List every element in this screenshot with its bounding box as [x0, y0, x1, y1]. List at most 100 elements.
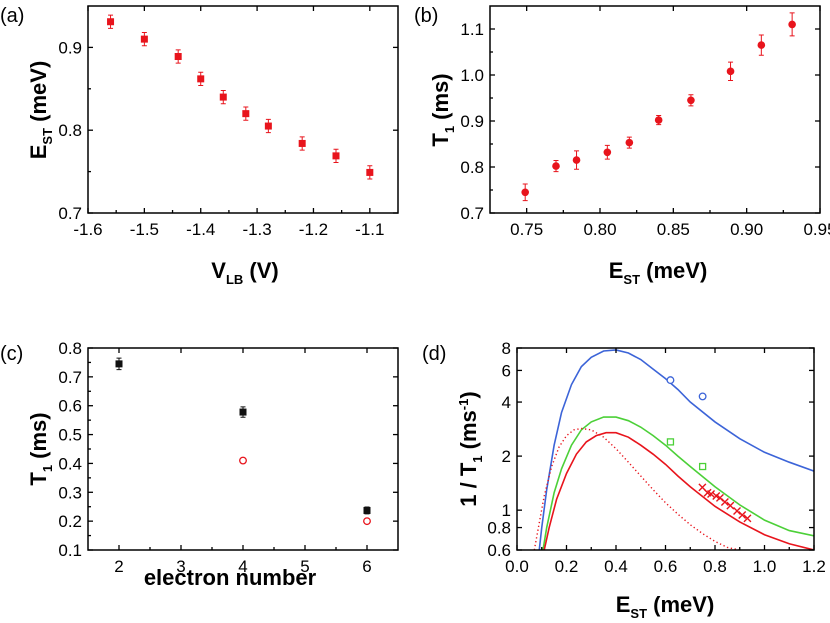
panel-b-ytick-label: 0.8	[460, 158, 484, 177]
panel-b-xlabel-main: E	[609, 258, 624, 283]
panel-d-xlabel-subscript: ST	[630, 606, 647, 621]
panel-a-point	[242, 110, 250, 118]
panel-c-xtick-label: 4	[238, 557, 247, 576]
panel-d-point	[733, 506, 742, 515]
panel-c-xtick-label: 6	[362, 557, 371, 576]
panel-c-ytick-label: 0.3	[58, 483, 82, 502]
panel-a-xlabel-main: V	[211, 258, 226, 283]
panel-a: (a) -1.6 -1.5 -1.4 -1.3 -1.2 -1.1 0.7 0.8 0.9	[0, 5, 399, 239]
panel-b-point	[521, 188, 529, 197]
panel-d-point	[666, 376, 675, 385]
panel-c-ylabel-unit: (ms)	[26, 412, 51, 465]
panel-b-ylabel-subscript: 1	[442, 126, 457, 133]
panel-c-ytick-label: 0.1	[58, 541, 82, 560]
panel-b-ylabel-text: T1 (ms)	[428, 73, 457, 146]
panel-b-xtick-label: 0.85	[657, 220, 690, 239]
panel-c-point	[363, 517, 371, 526]
panel-d-ylabel-main: 1 / T	[456, 462, 481, 507]
panel-a-xlabel-unit: (V)	[243, 258, 278, 283]
panel-c-ylabel-main: T	[26, 472, 51, 486]
panel-d-label: (d)	[422, 343, 446, 365]
panel-d-curve-4	[533, 427, 740, 550]
panel-d-ytick-label: 6	[502, 361, 511, 380]
panel-d-point	[720, 498, 729, 507]
panel-c-ylabel: T1 (ms)	[26, 412, 55, 485]
panel-b-point	[552, 162, 560, 170]
panel-a-xtick-label: -1.4	[186, 220, 215, 239]
panel-b-series-1	[521, 12, 796, 202]
panel-b-xtick-label: 0.90	[730, 220, 763, 239]
panel-c-point	[115, 360, 123, 368]
panel-d-xtick-label: 0.0	[505, 557, 529, 576]
panel-b-xtick-label: 0.80	[583, 220, 616, 239]
panel-d-ylabel-superscript: -1	[456, 399, 471, 411]
panel-c-point	[239, 408, 247, 416]
panel-b-point	[572, 156, 581, 164]
panel-d-ytick-label: 2	[502, 447, 511, 466]
panel-d-ytick-label: 8	[502, 339, 511, 358]
panel-a-ylabel-subscript: ST	[40, 128, 55, 145]
panel-d-point	[707, 490, 716, 499]
panel-d-point	[726, 501, 735, 510]
panel-b-ytick-label: 1.0	[460, 66, 484, 85]
panel-b-point	[726, 67, 735, 76]
panel-c-point	[239, 456, 247, 465]
panel-d-curve-1	[538, 349, 814, 550]
panel-d-markers-3	[698, 483, 752, 523]
panel-b: (b) 0.75 0.80 0.85 0.90 0.95 0.7 0.8 0.9 1.0 1.1	[414, 5, 830, 239]
panel-d-xtick-label: 0.6	[654, 557, 678, 576]
panel-c-xtick-label: 5	[300, 557, 309, 576]
panel-a-xtick-label: -1.5	[130, 220, 159, 239]
panel-b-point	[788, 20, 796, 29]
panel-d-ylabel-text: 1 / T1 (ms-1)	[456, 391, 485, 506]
panel-b-xtick-label: 0.95	[803, 220, 830, 239]
panel-d-point	[712, 491, 721, 500]
panel-d-xtick-label: 0.2	[555, 557, 579, 576]
panel-b-ylabel-unit: (ms)	[428, 73, 453, 126]
panel-a-xtick-label: -1.3	[242, 220, 271, 239]
panel-a-point	[197, 75, 205, 83]
panel-a-ytick-label: 0.7	[58, 204, 82, 223]
panel-b-point	[654, 116, 663, 124]
panel-c-ylabel-text: T1 (ms)	[26, 412, 55, 485]
panel-b-xlabel: EST (meV)	[609, 258, 708, 287]
panel-a-point	[174, 53, 182, 61]
panel-a-xtick-label: -1.2	[299, 220, 328, 239]
panel-c-label: (c)	[0, 343, 23, 365]
panel-b-xlabel-text: EST (meV)	[609, 258, 708, 287]
panel-b-point	[757, 41, 766, 49]
panel-d-ylabel-unit-end: )	[456, 391, 481, 398]
panel-a-xlabel-text: VLB (V)	[211, 258, 278, 287]
panel-b-label: (b)	[414, 5, 438, 27]
panel-c: (c) 2 3 4 5 6 0.1 0.2 0.3 0.4 0.5 0.6 0.7 0.8	[0, 339, 399, 576]
panel-a-ytick-label: 0.9	[58, 38, 82, 57]
panel-d-xtick-label: 1.0	[753, 557, 777, 576]
panel-b-point	[625, 138, 634, 147]
panel-a-ylabel-unit: (meV)	[26, 61, 51, 128]
panel-b-ylabel-main: T	[428, 133, 453, 147]
panel-d-curve-2	[542, 416, 814, 550]
panel-d-xlabel-unit: (meV)	[647, 592, 714, 617]
panel-b-xlabel-unit: (meV)	[640, 258, 707, 283]
panel-d-xtick-label: 0.8	[703, 557, 727, 576]
panel-b-ytick-label: 1.1	[460, 20, 484, 39]
panel-b-point	[687, 96, 695, 105]
panel-d-point	[666, 438, 675, 446]
panel-a-point	[264, 122, 272, 130]
panel-c-point	[363, 506, 371, 514]
panel-d-ytick-label: 4	[502, 393, 511, 412]
panel-a-xtick-label: -1.1	[355, 220, 384, 239]
panel-d-markers-2	[666, 438, 707, 471]
panel-a-point	[366, 168, 374, 176]
panel-d-point	[738, 510, 747, 519]
panel-d-ylabel: 1 / T1 (ms-1)	[456, 391, 485, 506]
panel-b-ylabel: T1 (ms)	[428, 73, 457, 146]
panel-a-point	[298, 139, 306, 147]
panel-d-xlabel: EST (meV)	[616, 592, 715, 621]
panel-c-xlabel-main: electron number	[144, 565, 317, 590]
panel-c-ylabel-subscript: 1	[40, 465, 55, 472]
panel-d-point	[698, 392, 707, 401]
panel-b-frame	[489, 5, 821, 214]
panel-a-xtick-label: -1.6	[73, 220, 102, 239]
